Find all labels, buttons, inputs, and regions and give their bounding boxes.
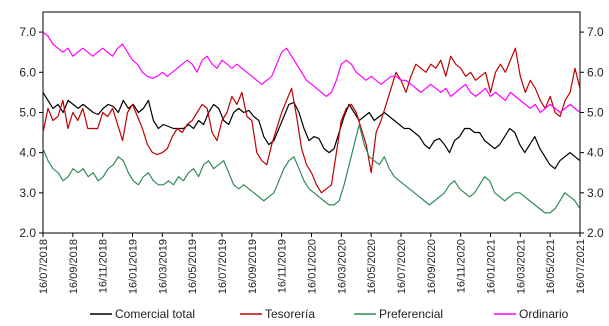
x-tick-label: 16/01/2020 — [307, 239, 319, 294]
y-tick-label-left: 4.0 — [19, 146, 36, 160]
y-tick-label-right: 3.0 — [587, 186, 604, 200]
y-tick-label-left: 7.0 — [19, 25, 36, 39]
series-line-ordinario — [42, 31, 581, 114]
legend-label-comercial-total: Comercial total — [115, 307, 195, 321]
x-axis: 16/07/2018 16/09/2018 16/11/2018 16/01/2019… — [38, 233, 587, 294]
legend-label-ordinario: Ordinario — [519, 307, 569, 321]
x-tick-label: 16/09/2018 — [68, 239, 80, 294]
series-line-preferencial — [42, 123, 581, 214]
x-tick-label: 16/05/2019 — [187, 239, 199, 294]
y-tick-label-right: 4.0 — [587, 146, 604, 160]
x-tick-label: 16/09/2020 — [426, 239, 438, 294]
x-tick-label: 16/09/2019 — [247, 239, 259, 294]
x-tick-label: 16/05/2020 — [366, 239, 378, 294]
legend-label-preferencial: Preferencial — [379, 307, 443, 321]
y-axis-left: 2.0 3.0 4.0 5.0 6.0 7.0 — [19, 25, 43, 240]
x-tick-label: 16/01/2021 — [486, 239, 498, 294]
y-tick-label-right: 7.0 — [587, 25, 604, 39]
y-axis-right: 2.0 3.0 4.0 5.0 6.0 7.0 — [580, 25, 604, 240]
y-tick-label-left: 5.0 — [19, 105, 36, 119]
x-tick-label: 16/01/2019 — [128, 239, 140, 294]
x-tick-label: 16/07/2021 — [575, 239, 587, 294]
y-tick-label-left: 3.0 — [19, 186, 36, 200]
series-line-tesoreria — [42, 47, 581, 194]
series-line-comercial-total — [42, 92, 581, 170]
y-tick-label-left: 6.0 — [19, 65, 36, 79]
y-tick-label-right: 5.0 — [587, 105, 604, 119]
x-tick-label: 16/05/2021 — [545, 239, 557, 294]
legend: Comercial total Tesorería Preferencial Ordi… — [90, 307, 569, 321]
series-lines — [42, 31, 581, 214]
y-tick-label-right: 6.0 — [587, 65, 604, 79]
x-tick-label: 16/03/2020 — [336, 239, 348, 294]
x-tick-label: 16/11/2019 — [277, 239, 289, 293]
x-tick-label: 16/07/2020 — [396, 239, 408, 294]
y-tick-label-right: 2.0 — [587, 226, 604, 240]
x-tick-label: 16/07/2018 — [38, 239, 50, 294]
x-tick-label: 16/11/2020 — [456, 239, 468, 293]
x-tick-label: 16/03/2019 — [157, 239, 169, 294]
x-tick-label: 16/07/2019 — [217, 239, 229, 294]
x-tick-label: 16/11/2018 — [98, 239, 110, 293]
y-tick-label-left: 2.0 — [19, 226, 36, 240]
x-tick-label: 16/03/2021 — [515, 239, 527, 294]
legend-label-tesoreria: Tesorería — [265, 307, 315, 321]
